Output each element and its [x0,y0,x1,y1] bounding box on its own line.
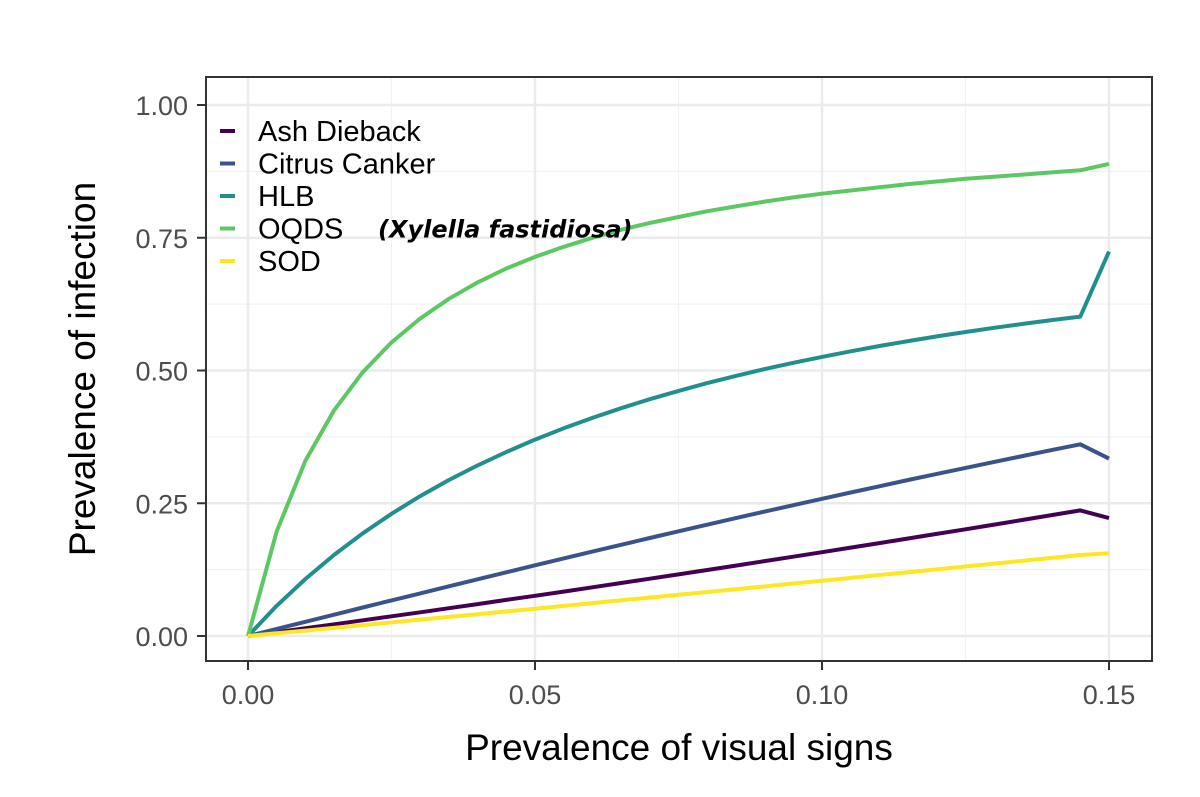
legend-label-ash-dieback: Ash Dieback [258,116,421,148]
series-line-sod [247,551,1110,638]
series-line-hlb [246,250,1111,638]
y-tick-label: 0.50 [135,357,188,387]
series-lines [246,161,1111,638]
y-tick-label: 0.00 [135,622,188,652]
x-axis-title: Prevalence of visual signs [465,727,893,768]
series-line-oqds [246,161,1110,637]
x-tick-label: 0.15 [1083,680,1136,710]
legend-label-oqds: OQDS [258,214,343,246]
legend-note-oqds: (Xylella fastidiosa) [378,216,633,244]
y-tick-label: 1.00 [135,91,188,121]
legend-label-sod: SOD [258,246,321,278]
series-line-citrus-canker [247,442,1110,638]
y-tick-label: 0.75 [135,224,188,254]
x-tick-label: 0.00 [222,680,275,710]
series-line-ash-dieback [247,508,1110,638]
minor-gridlines [206,77,1152,661]
x-tick-label: 0.05 [509,680,562,710]
x-axis: 0.00 0.05 0.10 0.15 [222,661,1136,710]
major-gridlines [206,77,1152,661]
y-axis-title: Prevalence of infection [62,182,103,556]
y-axis: 0.00 0.25 0.50 0.75 1.00 [135,91,206,652]
y-tick-label: 0.25 [135,489,188,519]
x-tick-label: 0.10 [796,680,849,710]
legend-label-citrus-canker: Citrus Canker [258,149,436,181]
legend-label-hlb: HLB [258,181,314,213]
plot-panel-border [205,76,1153,662]
